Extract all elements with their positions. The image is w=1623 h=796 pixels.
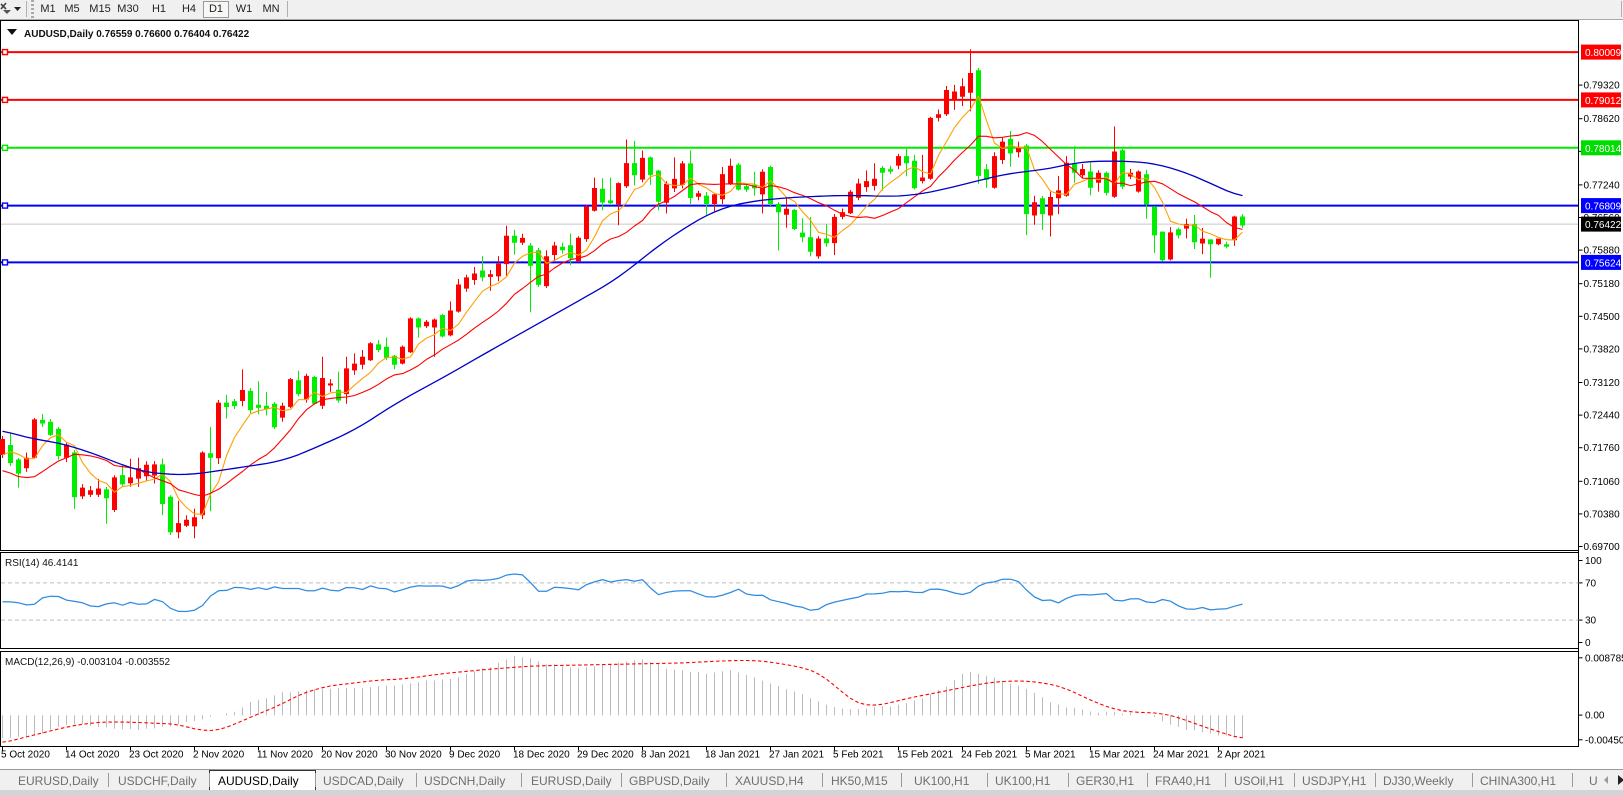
svg-text:15 Feb 2021: 15 Feb 2021 xyxy=(897,750,954,761)
svg-text:24 Feb 2021: 24 Feb 2021 xyxy=(961,750,1018,761)
svg-text:100: 100 xyxy=(1585,556,1602,567)
svg-text:2 Apr 2021: 2 Apr 2021 xyxy=(1217,750,1266,761)
svg-text:0.008785: 0.008785 xyxy=(1585,653,1623,664)
svg-text:9 Dec 2020: 9 Dec 2020 xyxy=(449,750,501,761)
svg-text:29 Dec 2020: 29 Dec 2020 xyxy=(577,750,634,761)
svg-text:0.75624: 0.75624 xyxy=(1585,258,1622,269)
svg-text:70: 70 xyxy=(1585,578,1597,589)
svg-text:20 Nov 2020: 20 Nov 2020 xyxy=(321,750,378,761)
svg-text:0.00: 0.00 xyxy=(1585,711,1605,722)
svg-text:18 Jan 2021: 18 Jan 2021 xyxy=(705,750,760,761)
svg-text:8 Jan 2021: 8 Jan 2021 xyxy=(641,750,691,761)
svg-text:15 Mar 2021: 15 Mar 2021 xyxy=(1089,750,1146,761)
svg-text:0.74500: 0.74500 xyxy=(1584,312,1621,323)
svg-text:0.73820: 0.73820 xyxy=(1584,344,1621,355)
svg-text:5 Mar 2021: 5 Mar 2021 xyxy=(1025,750,1076,761)
svg-text:30: 30 xyxy=(1585,616,1597,627)
svg-text:0.72440: 0.72440 xyxy=(1584,411,1621,422)
svg-text:18 Dec 2020: 18 Dec 2020 xyxy=(513,750,570,761)
svg-text:0: 0 xyxy=(1585,638,1591,649)
svg-text:27 Jan 2021: 27 Jan 2021 xyxy=(769,750,824,761)
svg-text:0.80009: 0.80009 xyxy=(1585,48,1622,59)
svg-text:AUDUSD,Daily 0.76559 0.76600: AUDUSD,Daily 0.76559 0.76600 0.76404 0.7… xyxy=(24,29,250,40)
svg-text:14 Oct 2020: 14 Oct 2020 xyxy=(65,750,120,761)
svg-text:0.70380: 0.70380 xyxy=(1584,509,1621,520)
svg-text:5 Feb 2021: 5 Feb 2021 xyxy=(833,750,884,761)
svg-text:0.76422: 0.76422 xyxy=(1585,220,1622,231)
svg-text:0.69700: 0.69700 xyxy=(1584,542,1621,553)
svg-text:0.76809: 0.76809 xyxy=(1585,202,1622,213)
svg-text:23 Oct 2020: 23 Oct 2020 xyxy=(129,750,184,761)
svg-text:30 Nov 2020: 30 Nov 2020 xyxy=(385,750,442,761)
svg-text:0.71760: 0.71760 xyxy=(1584,443,1621,454)
svg-text:0.75880: 0.75880 xyxy=(1584,246,1621,257)
svg-text:11 Nov 2020: 11 Nov 2020 xyxy=(257,750,313,761)
svg-text:0.73120: 0.73120 xyxy=(1584,378,1621,389)
svg-text:-0.004503: -0.004503 xyxy=(1585,735,1623,746)
svg-text:0.75180: 0.75180 xyxy=(1584,279,1621,290)
svg-text:2 Nov 2020: 2 Nov 2020 xyxy=(193,750,245,761)
svg-text:0.78014: 0.78014 xyxy=(1585,144,1622,155)
svg-text:RSI(14) 46.4141: RSI(14) 46.4141 xyxy=(5,558,79,569)
svg-text:0.71060: 0.71060 xyxy=(1584,477,1621,488)
svg-text:5 Oct 2020: 5 Oct 2020 xyxy=(1,750,50,761)
svg-text:0.79012: 0.79012 xyxy=(1585,96,1622,107)
svg-text:MACD(12,26,9) -0.003104 -0.003: MACD(12,26,9) -0.003104 -0.003552 xyxy=(5,657,171,668)
svg-text:0.78620: 0.78620 xyxy=(1584,114,1621,125)
svg-text:0.79320: 0.79320 xyxy=(1584,81,1621,92)
svg-text:0.77240: 0.77240 xyxy=(1584,180,1621,191)
svg-text:24 Mar 2021: 24 Mar 2021 xyxy=(1153,750,1210,761)
